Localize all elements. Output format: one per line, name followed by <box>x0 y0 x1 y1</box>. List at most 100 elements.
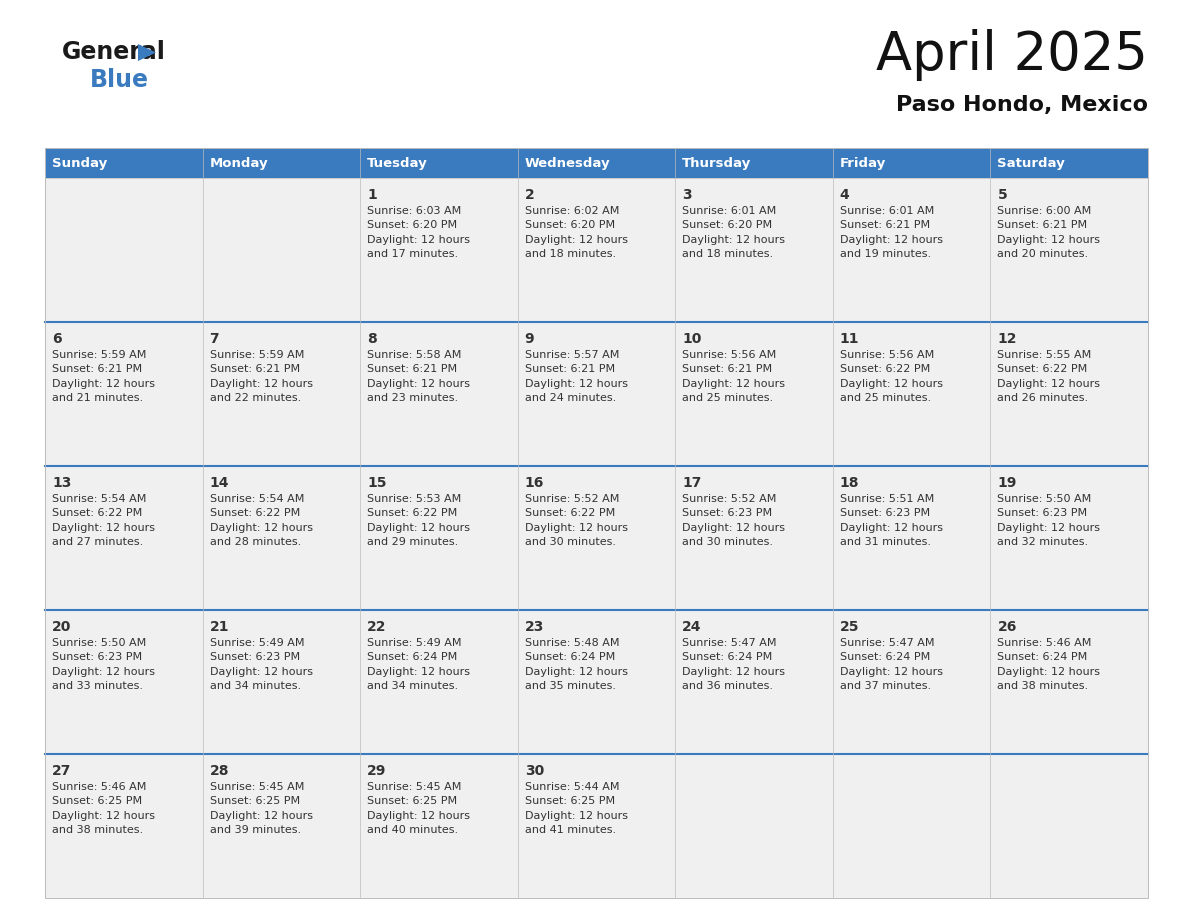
Text: Sunrise: 5:59 AM
Sunset: 6:21 PM
Daylight: 12 hours
and 22 minutes.: Sunrise: 5:59 AM Sunset: 6:21 PM Dayligh… <box>209 350 312 403</box>
Text: 21: 21 <box>209 620 229 634</box>
Text: Sunrise: 5:56 AM
Sunset: 6:21 PM
Daylight: 12 hours
and 25 minutes.: Sunrise: 5:56 AM Sunset: 6:21 PM Dayligh… <box>682 350 785 403</box>
Bar <box>360 610 518 754</box>
Text: Sunrise: 5:58 AM
Sunset: 6:21 PM
Daylight: 12 hours
and 23 minutes.: Sunrise: 5:58 AM Sunset: 6:21 PM Dayligh… <box>367 350 470 403</box>
Text: 12: 12 <box>998 332 1017 346</box>
Text: Sunrise: 6:01 AM
Sunset: 6:21 PM
Daylight: 12 hours
and 19 minutes.: Sunrise: 6:01 AM Sunset: 6:21 PM Dayligh… <box>840 206 943 259</box>
Text: 17: 17 <box>682 476 702 490</box>
Text: Sunrise: 5:52 AM
Sunset: 6:23 PM
Daylight: 12 hours
and 30 minutes.: Sunrise: 5:52 AM Sunset: 6:23 PM Dayligh… <box>682 494 785 547</box>
Bar <box>45 610 203 754</box>
Text: Thursday: Thursday <box>682 156 752 170</box>
Bar <box>991 754 1148 898</box>
Bar <box>518 754 675 898</box>
Text: 23: 23 <box>525 620 544 634</box>
Bar <box>991 322 1148 466</box>
Text: Sunrise: 5:47 AM
Sunset: 6:24 PM
Daylight: 12 hours
and 36 minutes.: Sunrise: 5:47 AM Sunset: 6:24 PM Dayligh… <box>682 638 785 691</box>
Text: Sunrise: 5:44 AM
Sunset: 6:25 PM
Daylight: 12 hours
and 41 minutes.: Sunrise: 5:44 AM Sunset: 6:25 PM Dayligh… <box>525 782 627 835</box>
Bar <box>675 754 833 898</box>
Bar <box>991 466 1148 610</box>
Text: Sunrise: 5:45 AM
Sunset: 6:25 PM
Daylight: 12 hours
and 39 minutes.: Sunrise: 5:45 AM Sunset: 6:25 PM Dayligh… <box>209 782 312 835</box>
Text: Sunrise: 5:59 AM
Sunset: 6:21 PM
Daylight: 12 hours
and 21 minutes.: Sunrise: 5:59 AM Sunset: 6:21 PM Dayligh… <box>52 350 154 403</box>
Text: Sunrise: 5:46 AM
Sunset: 6:24 PM
Daylight: 12 hours
and 38 minutes.: Sunrise: 5:46 AM Sunset: 6:24 PM Dayligh… <box>998 638 1100 691</box>
Text: April 2025: April 2025 <box>876 29 1148 81</box>
Text: Paso Hondo, Mexico: Paso Hondo, Mexico <box>896 95 1148 115</box>
Bar <box>518 322 675 466</box>
Bar <box>203 148 360 178</box>
Text: Sunrise: 5:49 AM
Sunset: 6:23 PM
Daylight: 12 hours
and 34 minutes.: Sunrise: 5:49 AM Sunset: 6:23 PM Dayligh… <box>209 638 312 691</box>
Bar <box>833 610 991 754</box>
Bar <box>833 754 991 898</box>
Text: 22: 22 <box>367 620 386 634</box>
Text: 16: 16 <box>525 476 544 490</box>
Text: Sunrise: 5:54 AM
Sunset: 6:22 PM
Daylight: 12 hours
and 27 minutes.: Sunrise: 5:54 AM Sunset: 6:22 PM Dayligh… <box>52 494 154 547</box>
Text: 5: 5 <box>998 188 1007 202</box>
Bar <box>518 466 675 610</box>
Bar <box>45 148 1148 898</box>
Text: Friday: Friday <box>840 156 886 170</box>
Bar <box>675 610 833 754</box>
Text: Sunrise: 6:02 AM
Sunset: 6:20 PM
Daylight: 12 hours
and 18 minutes.: Sunrise: 6:02 AM Sunset: 6:20 PM Dayligh… <box>525 206 627 259</box>
Text: Sunrise: 5:55 AM
Sunset: 6:22 PM
Daylight: 12 hours
and 26 minutes.: Sunrise: 5:55 AM Sunset: 6:22 PM Dayligh… <box>998 350 1100 403</box>
Bar <box>518 610 675 754</box>
Text: 28: 28 <box>209 764 229 778</box>
Bar <box>675 466 833 610</box>
Bar <box>45 466 203 610</box>
Text: 27: 27 <box>52 764 71 778</box>
Text: Sunrise: 5:56 AM
Sunset: 6:22 PM
Daylight: 12 hours
and 25 minutes.: Sunrise: 5:56 AM Sunset: 6:22 PM Dayligh… <box>840 350 943 403</box>
Text: Sunrise: 5:53 AM
Sunset: 6:22 PM
Daylight: 12 hours
and 29 minutes.: Sunrise: 5:53 AM Sunset: 6:22 PM Dayligh… <box>367 494 470 547</box>
Bar <box>203 178 360 322</box>
Text: 14: 14 <box>209 476 229 490</box>
Text: Sunrise: 5:47 AM
Sunset: 6:24 PM
Daylight: 12 hours
and 37 minutes.: Sunrise: 5:47 AM Sunset: 6:24 PM Dayligh… <box>840 638 943 691</box>
Text: Monday: Monday <box>209 156 268 170</box>
Bar <box>360 322 518 466</box>
Text: 25: 25 <box>840 620 859 634</box>
Text: Sunrise: 6:01 AM
Sunset: 6:20 PM
Daylight: 12 hours
and 18 minutes.: Sunrise: 6:01 AM Sunset: 6:20 PM Dayligh… <box>682 206 785 259</box>
Text: 10: 10 <box>682 332 702 346</box>
Polygon shape <box>138 44 156 61</box>
Text: 26: 26 <box>998 620 1017 634</box>
Bar <box>203 466 360 610</box>
Text: Blue: Blue <box>90 68 148 92</box>
Text: Sunrise: 5:57 AM
Sunset: 6:21 PM
Daylight: 12 hours
and 24 minutes.: Sunrise: 5:57 AM Sunset: 6:21 PM Dayligh… <box>525 350 627 403</box>
Bar <box>360 754 518 898</box>
Text: Saturday: Saturday <box>998 156 1066 170</box>
Text: 8: 8 <box>367 332 377 346</box>
Bar <box>360 466 518 610</box>
Text: Tuesday: Tuesday <box>367 156 428 170</box>
Bar <box>518 148 675 178</box>
Bar <box>833 322 991 466</box>
Text: 13: 13 <box>52 476 71 490</box>
Text: Sunrise: 5:50 AM
Sunset: 6:23 PM
Daylight: 12 hours
and 32 minutes.: Sunrise: 5:50 AM Sunset: 6:23 PM Dayligh… <box>998 494 1100 547</box>
Text: Sunrise: 6:00 AM
Sunset: 6:21 PM
Daylight: 12 hours
and 20 minutes.: Sunrise: 6:00 AM Sunset: 6:21 PM Dayligh… <box>998 206 1100 259</box>
Bar <box>45 754 203 898</box>
Bar <box>203 754 360 898</box>
Text: Sunrise: 5:48 AM
Sunset: 6:24 PM
Daylight: 12 hours
and 35 minutes.: Sunrise: 5:48 AM Sunset: 6:24 PM Dayligh… <box>525 638 627 691</box>
Text: 9: 9 <box>525 332 535 346</box>
Text: 29: 29 <box>367 764 386 778</box>
Text: 18: 18 <box>840 476 859 490</box>
Bar <box>833 466 991 610</box>
Bar <box>991 148 1148 178</box>
Bar <box>991 610 1148 754</box>
Text: Sunrise: 5:50 AM
Sunset: 6:23 PM
Daylight: 12 hours
and 33 minutes.: Sunrise: 5:50 AM Sunset: 6:23 PM Dayligh… <box>52 638 154 691</box>
Bar <box>833 178 991 322</box>
Bar <box>203 322 360 466</box>
Bar <box>675 178 833 322</box>
Text: General: General <box>62 40 166 64</box>
Bar <box>833 148 991 178</box>
Text: Sunrise: 5:54 AM
Sunset: 6:22 PM
Daylight: 12 hours
and 28 minutes.: Sunrise: 5:54 AM Sunset: 6:22 PM Dayligh… <box>209 494 312 547</box>
Text: 30: 30 <box>525 764 544 778</box>
Bar <box>518 178 675 322</box>
Text: 6: 6 <box>52 332 62 346</box>
Text: Wednesday: Wednesday <box>525 156 611 170</box>
Text: Sunrise: 5:51 AM
Sunset: 6:23 PM
Daylight: 12 hours
and 31 minutes.: Sunrise: 5:51 AM Sunset: 6:23 PM Dayligh… <box>840 494 943 547</box>
Bar <box>45 148 203 178</box>
Bar <box>675 322 833 466</box>
Text: 15: 15 <box>367 476 386 490</box>
Text: 1: 1 <box>367 188 377 202</box>
Text: 24: 24 <box>682 620 702 634</box>
Bar <box>675 148 833 178</box>
Text: 3: 3 <box>682 188 691 202</box>
Text: 11: 11 <box>840 332 859 346</box>
Text: Sunrise: 5:45 AM
Sunset: 6:25 PM
Daylight: 12 hours
and 40 minutes.: Sunrise: 5:45 AM Sunset: 6:25 PM Dayligh… <box>367 782 470 835</box>
Bar <box>991 178 1148 322</box>
